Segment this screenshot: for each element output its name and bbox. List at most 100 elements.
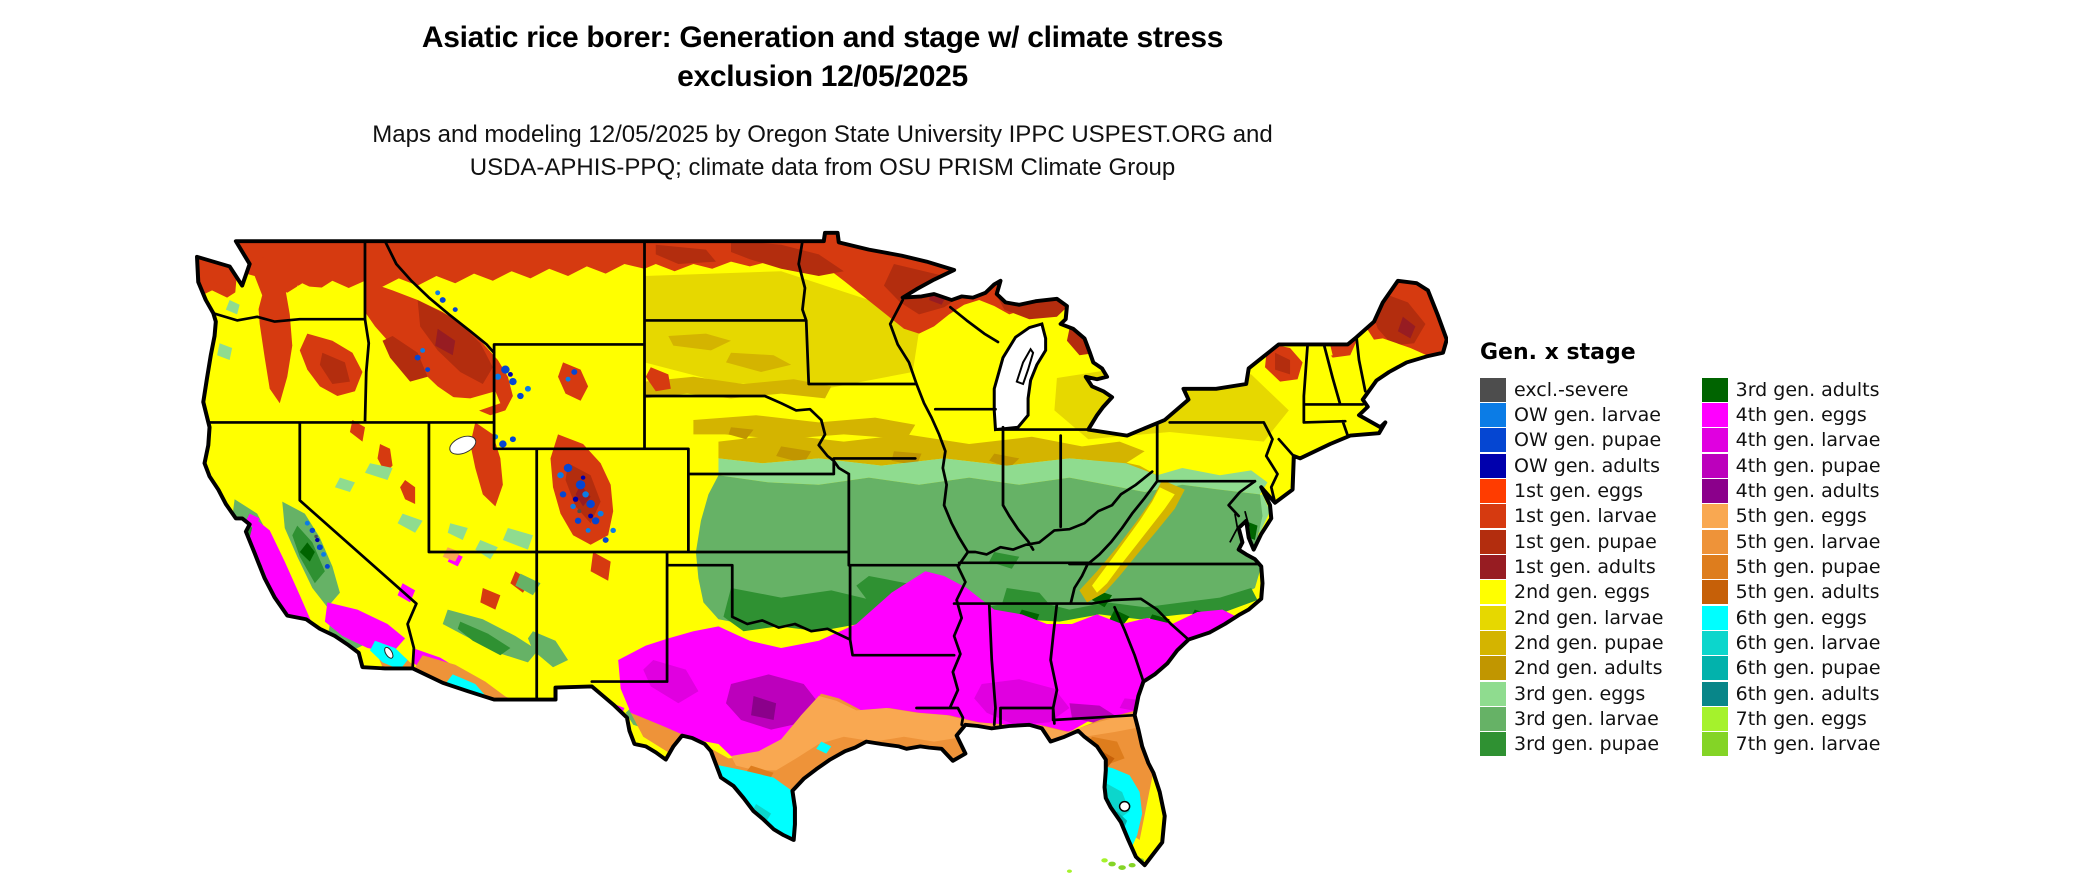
- legend-item: 5th gen. larvae: [1701, 529, 1881, 554]
- g3-eggs-swatch: [1480, 681, 1506, 706]
- legend-item-label: 5th gen. pupae: [1735, 556, 1881, 579]
- legend-item-label: 4th gen. pupae: [1735, 454, 1881, 477]
- legend-item-label: 4th gen. larvae: [1735, 429, 1881, 452]
- legend-item-label: 4th gen. adults: [1735, 480, 1880, 503]
- g5-adults-swatch: [1701, 580, 1728, 605]
- salton-sea: [384, 646, 394, 659]
- g3-adults-swatch: [1701, 377, 1728, 402]
- legend-columns: excl.-severe OW gen. larvae OW gen. pupae O…: [1480, 377, 1881, 757]
- legend-item: 3rd gen. pupae: [1480, 732, 1664, 757]
- us-map: [192, 228, 1448, 876]
- map-appalachian-yellow-ridge: [1079, 480, 1185, 603]
- legend-item: excl.-severe: [1480, 377, 1664, 402]
- legend-item-label: 1st gen. larvae: [1514, 505, 1657, 528]
- legend-item: 7th gen. larvae: [1701, 732, 1881, 757]
- ow-adults-swatch: [1480, 453, 1506, 478]
- lake-okeechobee: [1118, 800, 1131, 812]
- legend-item-label: OW gen. adults: [1514, 454, 1661, 477]
- legend-item-label: 2nd gen. larvae: [1514, 606, 1664, 629]
- g3-larvae-swatch: [1480, 707, 1506, 732]
- g3-pupae-swatch: [1480, 732, 1506, 757]
- legend-item-label: OW gen. larvae: [1514, 404, 1661, 427]
- green-bay: [1015, 347, 1035, 386]
- g5-larvae-swatch: [1701, 529, 1728, 554]
- g1-larvae-swatch: [1480, 504, 1506, 529]
- legend-item: OW gen. pupae: [1480, 428, 1664, 453]
- legend-item-label: 7th gen. larvae: [1735, 733, 1881, 756]
- legend-item: 4th gen. larvae: [1701, 428, 1881, 453]
- g4-eggs-swatch: [1701, 403, 1728, 428]
- legend-item: 3rd gen. adults: [1701, 377, 1881, 402]
- legend-item: OW gen. adults: [1480, 453, 1664, 478]
- g5-pupae-swatch: [1701, 555, 1728, 580]
- ow-larvae-swatch: [1480, 403, 1506, 428]
- page-title-line1: Asiatic rice borer: Generation and stage…: [421, 21, 1224, 54]
- legend-item-label: 1st gen. pupae: [1514, 530, 1657, 553]
- legend: Gen. x stage excl.-severe OW gen. larvae O…: [1480, 340, 1881, 757]
- g6-pupae-swatch: [1701, 656, 1728, 681]
- legend-item-label: 6th gen. eggs: [1735, 606, 1867, 629]
- legend-item: 6th gen. eggs: [1701, 605, 1881, 630]
- g7-eggs-swatch: [1701, 707, 1728, 732]
- g2-eggs-swatch: [1480, 580, 1506, 605]
- legend-item-label: 3rd gen. larvae: [1514, 708, 1659, 731]
- legend-item-label: 3rd gen. pupae: [1514, 733, 1660, 756]
- legend-item: 5th gen. eggs: [1701, 504, 1881, 529]
- legend-item: 2nd gen. eggs: [1480, 580, 1664, 605]
- legend-item-label: 2nd gen. adults: [1514, 657, 1663, 680]
- g6-larvae-swatch: [1701, 631, 1728, 656]
- legend-column-right: 3rd gen. adults 4th gen. eggs 4th gen. lar…: [1701, 377, 1881, 757]
- legend-item: 5th gen. adults: [1701, 580, 1881, 605]
- excl-severe-swatch: [1480, 377, 1506, 402]
- g1-adults-swatch: [1480, 555, 1506, 580]
- us-outline: [195, 230, 1448, 868]
- g2-pupae-swatch: [1480, 631, 1506, 656]
- g6-eggs-swatch: [1701, 605, 1728, 630]
- legend-item-label: 5th gen. eggs: [1735, 505, 1867, 528]
- legend-item: 4th gen. eggs: [1701, 402, 1881, 428]
- g2-adults-swatch: [1480, 656, 1506, 681]
- legend-item-label: 2nd gen. pupae: [1514, 632, 1664, 655]
- legend-title: Gen. x stage: [1480, 340, 1636, 365]
- legend-item-label: 4th gen. eggs: [1735, 404, 1867, 427]
- legend-item: 7th gen. eggs: [1701, 706, 1881, 732]
- legend-item: 6th gen. larvae: [1701, 630, 1881, 656]
- legend-item-label: 1st gen. eggs: [1514, 480, 1644, 503]
- g5-eggs-swatch: [1701, 504, 1728, 529]
- legend-item-label: 6th gen. pupae: [1735, 657, 1881, 680]
- map-excl-severe-specks: [314, 509, 582, 539]
- page-subtitle-line2: USDA-APHIS-PPQ; climate data from OSU PR…: [469, 154, 1176, 181]
- legend-item-label: 6th gen. larvae: [1735, 632, 1881, 655]
- title-block: Asiatic rice borer: Generation and stage…: [0, 18, 1645, 96]
- legend-item: 3rd gen. larvae: [1480, 706, 1664, 732]
- legend-item: 1st gen. larvae: [1480, 504, 1664, 529]
- legend-item-label: 7th gen. eggs: [1735, 708, 1867, 731]
- legend-item: 5th gen. pupae: [1701, 554, 1881, 580]
- page-title-line2: exclusion 12/05/2025: [677, 60, 968, 93]
- legend-item-label: 2nd gen. eggs: [1514, 581, 1650, 604]
- map-lakes: [384, 322, 1131, 812]
- legend-item-label: 6th gen. adults: [1735, 682, 1880, 705]
- page-subtitle: Maps and modeling 12/05/2025 by Oregon S…: [0, 118, 1645, 184]
- legend-item-label: 5th gen. larvae: [1735, 530, 1881, 553]
- g4-adults-swatch: [1701, 479, 1728, 504]
- legend-item-label: OW gen. pupae: [1514, 429, 1662, 452]
- great-salt-lake: [449, 435, 477, 455]
- legend-item-label: 3rd gen. eggs: [1514, 682, 1646, 705]
- us-map-svg: [195, 230, 1448, 873]
- map-florida-keys: [1066, 858, 1145, 873]
- g6-adults-swatch: [1701, 681, 1728, 706]
- ow-pupae-swatch: [1480, 428, 1506, 453]
- legend-item: 2nd gen. larvae: [1480, 605, 1664, 630]
- legend-column-left: excl.-severe OW gen. larvae OW gen. pupae O…: [1480, 377, 1664, 757]
- legend-item: 1st gen. adults: [1480, 554, 1664, 580]
- g4-larvae-swatch: [1701, 428, 1728, 453]
- legend-item: 3rd gen. eggs: [1480, 681, 1664, 706]
- legend-item: 2nd gen. pupae: [1480, 630, 1664, 656]
- legend-item: 2nd gen. adults: [1480, 656, 1664, 681]
- legend-item-label: 1st gen. adults: [1514, 556, 1656, 579]
- legend-item-label: excl.-severe: [1514, 378, 1629, 401]
- g1-eggs-swatch: [1480, 479, 1506, 504]
- ow-pupae-specks: [309, 297, 609, 569]
- legend-item: 4th gen. pupae: [1701, 453, 1881, 478]
